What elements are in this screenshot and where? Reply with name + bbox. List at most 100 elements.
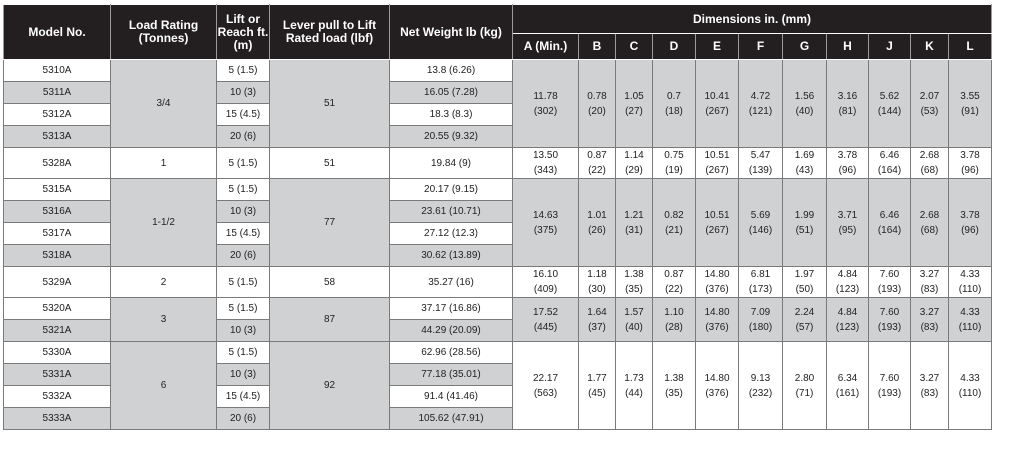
dim-millimeters: (161) bbox=[835, 387, 860, 399]
dim-inches: 14.80 bbox=[704, 269, 730, 280]
dim-h-cell: 4.84 (123) bbox=[826, 297, 869, 342]
dim-f-cell: 6.81 (173) bbox=[738, 266, 783, 298]
dim-millimeters: (232) bbox=[748, 387, 773, 399]
dim-inches: 3.78 bbox=[960, 209, 980, 221]
dim-h-cell: 3.16 (81) bbox=[826, 59, 869, 148]
model-cell: 5329A bbox=[3, 266, 111, 298]
dim-inches: 3.27 bbox=[919, 372, 940, 384]
model-cell: 5312A bbox=[3, 103, 111, 126]
net-weight-cell: 37.17 (16.86) bbox=[389, 297, 513, 320]
dim-h-cell: 6.34 (161) bbox=[826, 341, 869, 430]
dim-millimeters: (29) bbox=[625, 165, 643, 176]
dim-millimeters: (45) bbox=[588, 387, 606, 399]
lift-cell: 15 (4.5) bbox=[216, 103, 270, 126]
model-cell: 5318A bbox=[3, 244, 111, 267]
dim-f-cell: 4.72 (121) bbox=[738, 59, 783, 148]
dim-l-cell: 4.33 (110) bbox=[948, 266, 992, 298]
load-rating-cell: 3 bbox=[110, 297, 217, 342]
model-cell: 5317A bbox=[3, 222, 111, 245]
header-dim-l: L bbox=[948, 33, 992, 60]
dim-inches: 7.60 bbox=[879, 306, 900, 318]
dim-d-cell: 0.75 (19) bbox=[652, 147, 696, 179]
lift-cell: 5 (1.5) bbox=[216, 59, 270, 82]
dim-k-cell: 2.68 (68) bbox=[910, 147, 949, 179]
dim-millimeters: (44) bbox=[625, 387, 643, 399]
dim-millimeters: (91) bbox=[961, 105, 979, 117]
dim-c-cell: 1.05 (27) bbox=[615, 59, 653, 148]
dim-millimeters: (110) bbox=[958, 387, 982, 399]
dim-millimeters: (81) bbox=[838, 105, 857, 117]
dim-inches: 1.38 bbox=[624, 269, 644, 280]
dim-millimeters: (375) bbox=[533, 224, 558, 236]
dim-l-cell: 4.33 (110) bbox=[948, 297, 992, 342]
model-cell: 5320A bbox=[3, 297, 111, 320]
dim-a-cell: 17.52 (445) bbox=[512, 297, 579, 342]
dim-inches: 6.46 bbox=[879, 150, 900, 161]
dim-inches: 14.80 bbox=[704, 306, 730, 318]
net-weight-cell: 91.4 (41.46) bbox=[389, 385, 513, 408]
dim-f-cell: 7.09 (180) bbox=[738, 297, 783, 342]
dim-inches: 2.24 bbox=[794, 306, 815, 318]
dim-d-cell: 0.87 (22) bbox=[652, 266, 696, 298]
dim-j-cell: 6.46 (164) bbox=[868, 147, 911, 179]
net-weight-cell: 16.05 (7.28) bbox=[389, 81, 513, 104]
dim-inches: 13.50 bbox=[532, 150, 559, 161]
dim-b-cell: 1.01 (26) bbox=[578, 178, 616, 267]
dim-d-cell: 0.7 (18) bbox=[652, 59, 696, 148]
spec-table-body: 5310A 3/4 5 (1.5) 51 13.8 (6.26) 11.78 (302) 0.… bbox=[3, 59, 992, 430]
dim-d-cell: 0.82 (21) bbox=[652, 178, 696, 267]
net-weight-cell: 77.18 (35.01) bbox=[389, 363, 513, 386]
dim-inches: 3.78 bbox=[837, 150, 858, 161]
dim-a-cell: 14.63 (375) bbox=[512, 178, 579, 267]
header-model: Model No. bbox=[3, 4, 111, 60]
net-weight-cell: 30.62 (13.89) bbox=[389, 244, 513, 267]
dim-millimeters: (83) bbox=[920, 284, 939, 295]
dim-millimeters: (173) bbox=[748, 284, 773, 295]
table-row: 5333A 20 (6) 105.62 (47.91) bbox=[3, 407, 992, 430]
dim-h-cell: 3.78 (96) bbox=[826, 147, 869, 179]
header-dim-e: E bbox=[695, 33, 739, 60]
net-weight-cell: 35.27 (16) bbox=[389, 266, 513, 298]
dim-inches: 1.97 bbox=[794, 269, 815, 280]
dim-g-cell: 2.80 (71) bbox=[782, 341, 827, 430]
dim-f-cell: 9.13 (232) bbox=[738, 341, 783, 430]
table-row: 5330A 6 5 (1.5) 92 62.96 (28.56) 22.17 (563) 1.… bbox=[3, 341, 992, 430]
dim-millimeters: (376) bbox=[705, 284, 729, 295]
dim-inches: 1.77 bbox=[587, 372, 607, 384]
dim-inches: 1.01 bbox=[587, 209, 607, 221]
dim-millimeters: (22) bbox=[588, 165, 606, 176]
dim-b-cell: 1.18 (30) bbox=[578, 266, 616, 298]
dim-k-cell: 3.27 (83) bbox=[910, 341, 949, 430]
model-cell: 5311A bbox=[3, 81, 111, 104]
dim-millimeters: (343) bbox=[533, 165, 558, 176]
spec-table-container: Model No. Load Rating (Tonnes) Lift or R… bbox=[3, 4, 992, 430]
dim-inches: 7.09 bbox=[750, 306, 771, 318]
dim-c-cell: 1.57 (40) bbox=[615, 297, 653, 342]
dim-millimeters: (144) bbox=[877, 105, 902, 117]
dim-e-cell: 10.51 (267) bbox=[695, 178, 739, 267]
dim-millimeters: (26) bbox=[588, 224, 606, 236]
dim-a-cell: 22.17 (563) bbox=[512, 341, 579, 430]
dim-millimeters: (50) bbox=[795, 284, 814, 295]
header-dim-c: C bbox=[615, 33, 653, 60]
dim-g-cell: 1.69 (43) bbox=[782, 147, 827, 179]
dim-e-cell: 14.80 (376) bbox=[695, 297, 739, 342]
dim-millimeters: (40) bbox=[795, 105, 814, 117]
dim-j-cell: 5.62 (144) bbox=[868, 59, 911, 148]
lift-cell: 5 (1.5) bbox=[216, 147, 270, 179]
dim-c-cell: 1.73 (44) bbox=[615, 341, 653, 430]
dim-millimeters: (563) bbox=[533, 387, 558, 399]
dim-f-cell: 5.47 (139) bbox=[738, 147, 783, 179]
dim-inches: 0.87 bbox=[664, 269, 684, 280]
table-row: 5317A 15 (4.5) 27.12 (12.3) bbox=[3, 222, 992, 245]
dim-millimeters: (27) bbox=[625, 105, 643, 117]
lift-cell: 15 (4.5) bbox=[216, 222, 270, 245]
table-row: 5313A 20 (6) 20.55 (9.32) bbox=[3, 125, 992, 148]
lift-cell: 20 (6) bbox=[216, 125, 270, 148]
dim-millimeters: (302) bbox=[533, 105, 558, 117]
dim-inches: 5.47 bbox=[750, 150, 771, 161]
dim-millimeters: (31) bbox=[625, 224, 643, 236]
dim-k-cell: 3.27 (83) bbox=[910, 266, 949, 298]
dim-millimeters: (146) bbox=[748, 224, 773, 236]
load-rating-cell: 1-1/2 bbox=[110, 178, 217, 267]
